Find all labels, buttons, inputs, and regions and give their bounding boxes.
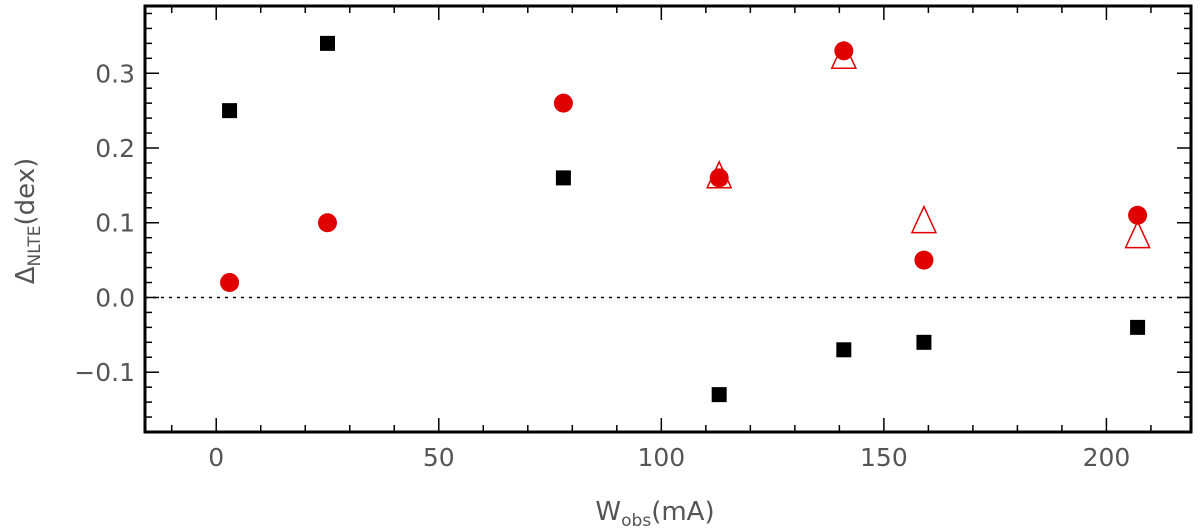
x-tick-label: 150 bbox=[860, 443, 908, 472]
data-point-square bbox=[916, 334, 932, 350]
data-point-circle bbox=[220, 273, 240, 293]
data-point-square bbox=[319, 35, 335, 51]
axis-ticks bbox=[145, 6, 1191, 433]
data-point-triangle bbox=[910, 204, 938, 234]
y-tick-label: 0.2 bbox=[95, 134, 135, 163]
data-point-square bbox=[836, 342, 852, 358]
data-point-circle bbox=[834, 41, 854, 61]
x-tick-label: 50 bbox=[423, 443, 455, 472]
x-axis-title-unit: (mA) bbox=[651, 497, 714, 527]
x-tick-label: 0 bbox=[208, 443, 224, 472]
data-point-square bbox=[222, 103, 238, 119]
x-axis-title: Wobs(mA) bbox=[595, 497, 714, 528]
data-points bbox=[220, 35, 1151, 403]
data-point-circle bbox=[709, 168, 729, 188]
data-point-circle bbox=[914, 250, 934, 270]
data-point-circle bbox=[553, 93, 573, 113]
y-axis-title-main: Δ bbox=[11, 266, 41, 284]
data-point-square bbox=[711, 387, 727, 403]
y-axis-title-unit: (dex) bbox=[11, 158, 41, 226]
y-tick-label: 0.0 bbox=[95, 283, 135, 312]
x-axis-title-main: W bbox=[595, 497, 621, 527]
y-axis-title: ΔNLTE(dex) bbox=[11, 158, 45, 285]
x-tick-label: 100 bbox=[637, 443, 685, 472]
data-point-square bbox=[1130, 319, 1146, 335]
y-tick-label: 0.3 bbox=[95, 59, 135, 88]
data-point-circle bbox=[1128, 205, 1148, 225]
y-tick-label: −0.1 bbox=[74, 358, 135, 387]
axis-tick-labels: 0 50 100 150 200 −0.1 0.0 0.1 0.2 0.3 bbox=[74, 59, 1130, 472]
data-point-square bbox=[555, 170, 571, 186]
plot-frame bbox=[143, 4, 1193, 434]
y-tick-label: 0.1 bbox=[95, 209, 135, 238]
x-axis-title-sub: obs bbox=[621, 511, 651, 528]
x-tick-label: 200 bbox=[1083, 443, 1131, 472]
data-point-triangle bbox=[1124, 219, 1151, 249]
y-axis-title-sub: NLTE bbox=[25, 225, 45, 266]
data-point-circle bbox=[317, 213, 337, 233]
